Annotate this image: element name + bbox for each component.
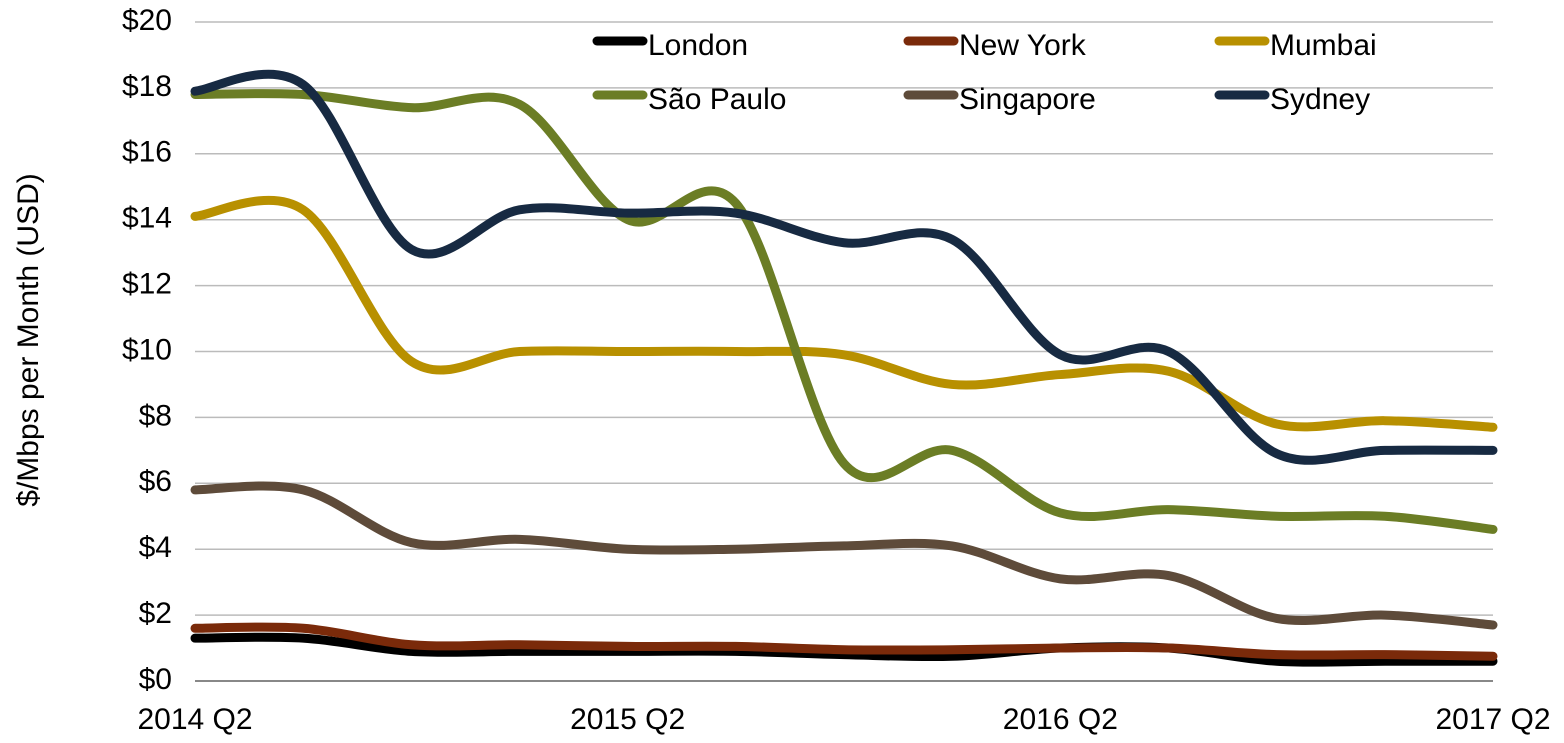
legend-label: London <box>648 29 748 62</box>
y-tick-label: $12 <box>122 268 172 301</box>
legend-label: Singapore <box>959 83 1096 116</box>
y-tick-label: $0 <box>139 663 172 696</box>
x-tick-label: 2015 Q2 <box>570 703 685 736</box>
y-tick-label: $2 <box>139 597 172 630</box>
y-axis-label: $/Mbps per Month (USD) <box>12 173 45 506</box>
legend-label: São Paulo <box>648 83 786 116</box>
y-tick-label: $10 <box>122 333 172 366</box>
y-tick-label: $8 <box>139 399 172 432</box>
y-tick-label: $14 <box>122 202 172 235</box>
y-tick-label: $18 <box>122 70 172 103</box>
series-line <box>190 622 1498 661</box>
y-tick-label: $6 <box>139 465 172 498</box>
series-line <box>190 195 1498 432</box>
legend-label: Mumbai <box>1270 29 1377 62</box>
series-line <box>190 632 1498 667</box>
series-line <box>190 481 1498 630</box>
y-tick-label: $4 <box>139 531 172 564</box>
y-tick-label: $16 <box>122 136 172 169</box>
series-line <box>190 89 1498 534</box>
x-tick-label: 2016 Q2 <box>1003 703 1118 736</box>
x-tick-label: 2017 Q2 <box>1435 703 1550 736</box>
series-line <box>190 69 1498 465</box>
legend-label: New York <box>959 29 1087 62</box>
y-tick-label: $20 <box>122 4 172 37</box>
x-tick-label: 2014 Q2 <box>137 703 252 736</box>
legend-label: Sydney <box>1270 83 1370 116</box>
